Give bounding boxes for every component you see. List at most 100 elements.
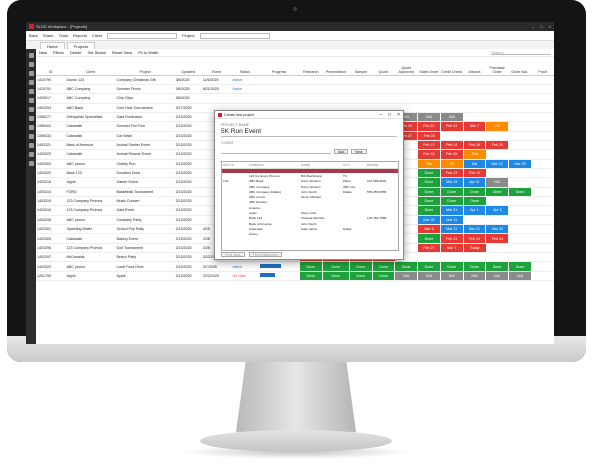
cell-project[interactable]: Summer Picnic: [115, 84, 175, 95]
milestone-cell[interactable]: Mar 7: [462, 121, 486, 132]
empty-cell[interactable]: [394, 149, 418, 160]
milestone-cell[interactable]: Fri: [485, 121, 509, 132]
tab-projects[interactable]: Projects: [66, 42, 96, 49]
cell-project[interactable]: Bakery Event: [115, 233, 175, 244]
cell-id[interactable]: 1403301: [36, 224, 66, 235]
cell-id[interactable]: 1404254: [36, 103, 66, 113]
cell-project[interactable]: Gala Fundraiser: [115, 112, 175, 123]
cell-id[interactable]: 1396402: [36, 121, 66, 132]
empty-cell[interactable]: [394, 243, 418, 254]
milestone-cell[interactable]: N/A: [462, 271, 486, 282]
cell-updated[interactable]: 2/13/2025: [174, 177, 202, 188]
fit-width-button[interactable]: Fit to Width: [138, 50, 159, 55]
milestone-cell[interactable]: Feb 24: [485, 233, 509, 244]
cell-event[interactable]: 2/22/2025: [201, 271, 232, 282]
empty-cell[interactable]: [508, 121, 532, 132]
cell-updated[interactable]: 2/13/2025: [174, 196, 202, 207]
milestone-cell[interactable]: Done: [439, 196, 464, 207]
empty-cell[interactable]: [372, 93, 395, 104]
cell-client[interactable]: ABC Company: [65, 93, 116, 104]
menu-share[interactable]: Share: [42, 33, 54, 38]
cell-progress[interactable]: [258, 271, 300, 282]
milestone-cell[interactable]: Done: [462, 187, 486, 197]
cell-client[interactable]: Sparkling Water: [65, 224, 116, 235]
cell-client[interactable]: FORD: [65, 187, 116, 197]
cell-id[interactable]: 1403303: [36, 159, 66, 169]
milestone-cell[interactable]: Feb 13: [417, 140, 441, 151]
cell-id[interactable]: 1396433: [36, 131, 66, 141]
cell-updated[interactable]: 2/13/2025: [174, 205, 202, 216]
empty-cell[interactable]: [394, 75, 418, 85]
empty-cell[interactable]: [440, 103, 464, 113]
cell-project[interactable]: Music Concert: [115, 196, 175, 207]
milestone-cell[interactable]: Done: [321, 261, 350, 272]
cell-project[interactable]: Gamer Event: [115, 177, 175, 188]
cell-client[interactable]: McDonalds: [65, 252, 116, 263]
cell-updated[interactable]: 2/13/2025: [174, 131, 202, 141]
cell-updated[interactable]: 2/13/2025: [174, 112, 202, 123]
add-button[interactable]: Add: [334, 148, 349, 154]
cart-icon[interactable]: [28, 116, 34, 121]
column-header[interactable]: Updated: [174, 57, 202, 76]
table-row[interactable]: 1403322 ABC promo Local Food Drive 2/13/202…: [36, 261, 554, 272]
empty-cell[interactable]: [394, 159, 418, 169]
cell-id[interactable]: 1409017: [36, 93, 66, 104]
empty-cell[interactable]: [508, 168, 532, 179]
empty-cell[interactable]: [508, 103, 532, 113]
cell-project[interactable]: School Pep Rally: [115, 224, 175, 235]
empty-cell[interactable]: [322, 75, 350, 85]
milestone-cell[interactable]: N/A: [439, 112, 464, 123]
empty-cell[interactable]: [531, 261, 554, 272]
milestone-cell[interactable]: N/A: [417, 112, 441, 123]
empty-cell[interactable]: [531, 271, 554, 282]
cell-id[interactable]: 1403316: [36, 205, 66, 216]
cell-project[interactable]: Chip Clips: [115, 93, 175, 104]
cell-updated[interactable]: 2/13/2025: [174, 243, 202, 254]
column-header[interactable]: Sample: [349, 57, 373, 76]
column-header[interactable]: Project: [115, 57, 175, 76]
empty-cell[interactable]: [508, 215, 532, 226]
cell-status[interactable]: Active: [231, 84, 259, 95]
empty-cell[interactable]: [485, 84, 509, 95]
column-header[interactable]: Purchase Order: [485, 57, 509, 76]
empty-cell[interactable]: [417, 93, 441, 104]
cell-updated[interactable]: 2/13/2025: [174, 261, 202, 272]
milestone-cell[interactable]: Mar 23: [485, 224, 509, 235]
dropdown-item[interactable]: Amazon: [222, 205, 398, 210]
tag-icon[interactable]: [28, 80, 34, 85]
truck-icon[interactable]: [28, 134, 34, 139]
milestone-cell[interactable]: Feb 14: [439, 140, 464, 151]
cell-project[interactable]: Gala Event: [115, 205, 175, 216]
empty-cell[interactable]: [531, 205, 554, 216]
empty-cell[interactable]: [463, 112, 486, 123]
empty-cell[interactable]: [508, 75, 532, 85]
column-header[interactable]: Quote: [372, 57, 395, 76]
dialog-minimize-icon[interactable]: –: [379, 111, 383, 118]
milestone-cell[interactable]: Sun: [462, 149, 486, 160]
empty-cell[interactable]: [349, 84, 373, 95]
cell-progress[interactable]: [258, 93, 300, 104]
milestone-cell[interactable]: Feb 16: [462, 140, 486, 151]
cell-status[interactable]: On Hold: [231, 271, 259, 282]
dropdown-item[interactable]: ABC Roofers: [222, 200, 398, 205]
project-name-input[interactable]: 5K Run Event: [221, 128, 397, 137]
column-header[interactable]: Proof: [531, 57, 554, 76]
empty-cell[interactable]: [417, 103, 441, 113]
table-row[interactable]: 1403316 123 Company Promos Gala Event 2/13/…: [36, 205, 554, 216]
empty-cell[interactable]: [531, 112, 554, 123]
milestone-cell[interactable]: Mar 11: [439, 224, 464, 235]
cell-id[interactable]: 1403322: [36, 261, 66, 272]
milestone-cell[interactable]: Done: [417, 261, 441, 272]
cell-project[interactable]: Donation Drive: [115, 168, 175, 179]
cell-id[interactable]: 1403314: [36, 187, 66, 197]
column-header[interactable]: Quote Approved: [394, 57, 418, 76]
milestone-cell[interactable]: Mar 6: [417, 224, 441, 235]
milestone-cell[interactable]: Feb 21: [417, 121, 441, 132]
milestone-cell[interactable]: N/A: [417, 271, 441, 282]
dropdown-item[interactable]: Cakewalk Katie Jahns Dallas: [222, 226, 398, 231]
milestone-cell[interactable]: Mar 7: [439, 243, 464, 254]
settings-icon[interactable]: [28, 161, 34, 166]
empty-cell[interactable]: [531, 121, 554, 132]
empty-cell[interactable]: [531, 243, 554, 254]
cell-updated[interactable]: 2/13/2025: [174, 215, 202, 226]
